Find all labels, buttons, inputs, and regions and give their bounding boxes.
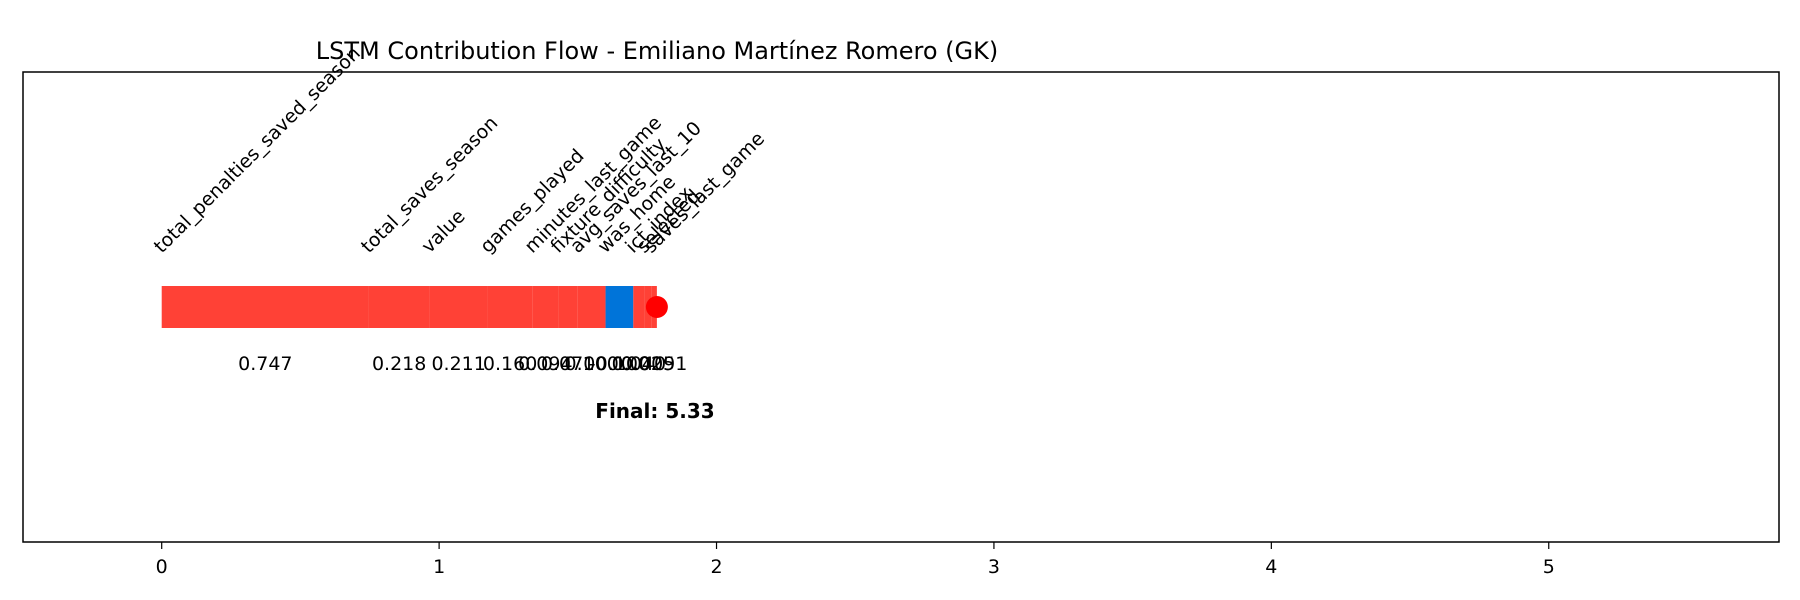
value-label-total-saves-season: 0.218 bbox=[372, 353, 426, 375]
contribution-bar-avg-saves-last-10 bbox=[577, 286, 606, 328]
value-label-fixture-difficulty: 0.070 bbox=[541, 353, 595, 375]
x-tick-label: 3 bbox=[988, 556, 1000, 578]
contribution-bar-minutes-last-game bbox=[532, 286, 559, 328]
contribution-bar-fixture-difficulty bbox=[558, 286, 578, 328]
chart-title: LSTM Contribution Flow - Emiliano Martín… bbox=[316, 37, 998, 65]
x-tick-label: 4 bbox=[1265, 556, 1277, 578]
value-label-was-home: -0.100 bbox=[589, 353, 650, 375]
contribution-bar-was-home bbox=[605, 286, 634, 328]
value-label-selected: 0.025 bbox=[621, 353, 675, 375]
plot-frame bbox=[22, 71, 1780, 543]
contribution-bar-ict-index bbox=[633, 286, 645, 328]
contribution-bar-total-saves-season bbox=[368, 286, 430, 328]
contribution-bar-value bbox=[429, 286, 488, 328]
contribution-bar-total-penalties-saved-season bbox=[161, 286, 369, 328]
value-label-value: 0.211 bbox=[431, 353, 485, 375]
x-tick-label: 5 bbox=[1543, 556, 1555, 578]
contribution-bar-games-played bbox=[487, 286, 533, 328]
value-label-minutes-last-game: 0.094 bbox=[518, 353, 572, 375]
value-label-saves-last-game: 0.0091 bbox=[621, 353, 687, 375]
x-axis: 0 1 2 3 4 5 bbox=[156, 542, 1555, 578]
value-label-avg-saves-last-10: 0.100 bbox=[564, 353, 618, 375]
value-label-games-played: 0.160 bbox=[483, 353, 537, 375]
value-label-ict-index: 0.040 bbox=[612, 353, 666, 375]
x-tick-label: 1 bbox=[433, 556, 445, 578]
final-label: Final: 5.33 bbox=[595, 399, 714, 423]
final-marker bbox=[645, 296, 668, 318]
x-tick-label: 2 bbox=[710, 556, 722, 578]
x-tick-label: 0 bbox=[156, 556, 168, 578]
value-label-total-penalties-saved-season: 0.747 bbox=[238, 353, 292, 375]
